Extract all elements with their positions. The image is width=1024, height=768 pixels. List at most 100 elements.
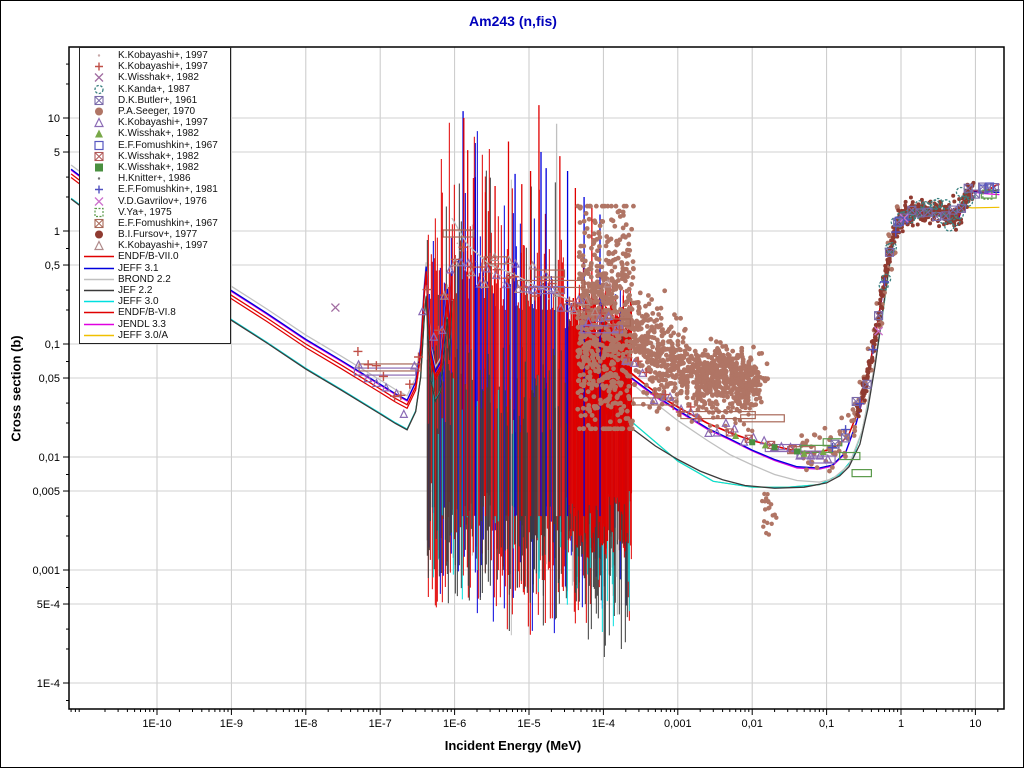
- svg-text:0,01: 0,01: [741, 718, 762, 730]
- markers-kobayashi-plus: [353, 242, 704, 424]
- legend-dsquare-icon: [80, 207, 118, 218]
- legend-line-sample: [80, 274, 118, 285]
- legend-line-sample: [80, 263, 118, 274]
- legend-item-6: K.Kobayashi+, 1997: [80, 117, 230, 128]
- svg-text:0,001: 0,001: [32, 565, 60, 577]
- legend-ftriangle-icon: [80, 128, 118, 139]
- legend-item-16: B.I.Fursov+, 1977: [80, 229, 230, 240]
- legend-item-11: H.Knitter+, 1986: [80, 173, 230, 184]
- legend-cross-icon: [80, 72, 118, 83]
- markers-gavrilov-cross: [874, 213, 909, 336]
- svg-text:5: 5: [54, 147, 60, 159]
- markers-fomushkin67-squares: [894, 182, 995, 226]
- page-title: Am243 (n,fis): [469, 13, 557, 29]
- svg-text:1E-8: 1E-8: [294, 718, 317, 730]
- legend-item-25: JEFF 3.0/A: [80, 330, 230, 341]
- legend-item-label: ENDF/B-VII.0: [118, 251, 179, 263]
- legend-item-label: K.Wisshak+, 1982: [118, 128, 199, 140]
- legend-item-label: JENDL 3.3: [118, 318, 166, 330]
- legend-item-7: K.Wisshak+, 1982: [80, 128, 230, 139]
- axes: 1E-10 1E-9 1E-8 1E-7 1E-6 1E-5 1E-4 0,001 0,01 0,…: [32, 46, 1005, 730]
- svg-text:0,05: 0,05: [39, 373, 60, 385]
- legend-item-19: JEFF 3.1: [80, 263, 230, 274]
- svg-text:0,5: 0,5: [45, 260, 60, 272]
- legend-xsquare-icon: [80, 218, 118, 229]
- legend-item-8: E.F.Fomushkin+, 1967: [80, 140, 230, 151]
- scatter-seeger-band: [631, 288, 691, 432]
- svg-text:1E-7: 1E-7: [369, 718, 392, 730]
- svg-text:1E-4: 1E-4: [592, 718, 615, 730]
- legend-item-20: BROND 2.2: [80, 274, 230, 285]
- legend-item-label: V.Ya+, 1975: [118, 206, 172, 218]
- markers-knitter-dots: [903, 210, 958, 219]
- resonance-forest: [426, 105, 633, 657]
- svg-text:5E-4: 5E-4: [37, 599, 60, 611]
- legend-item-10: K.Wisshak+, 1982: [80, 162, 230, 173]
- markers-kobayashi-brown-triangles: [439, 252, 613, 316]
- legend-line-sample: [80, 251, 118, 262]
- legend-item-0: K.Kobayashi+, 1997: [80, 50, 230, 61]
- legend-item-label: H.Knitter+, 1986: [118, 173, 191, 185]
- legend-plus-icon: [80, 61, 118, 72]
- legend-item-12: E.F.Fomushkin+, 1981: [80, 184, 230, 195]
- legend-item-label: D.K.Butler+, 1961: [118, 94, 198, 106]
- legend-otriangle-icon: [80, 117, 118, 128]
- svg-text:1: 1: [898, 718, 904, 730]
- legend-item-label: K.Wisshak+, 1982: [118, 72, 199, 84]
- svg-text:1E-9: 1E-9: [220, 718, 243, 730]
- legend-item-label: V.D.Gavrilov+, 1976: [118, 195, 207, 207]
- legend-item-label: E.F.Fomushkin+, 1981: [118, 184, 218, 196]
- scatter-seeger-blobs: [685, 336, 771, 422]
- legend-item-label: P.A.Seeger, 1970: [118, 106, 196, 118]
- legend-item-9: K.Wisshak+, 1982: [80, 151, 230, 162]
- legend-fcircle-icon: [80, 229, 118, 240]
- svg-text:1E-5: 1E-5: [517, 718, 540, 730]
- legend-item-18: ENDF/B-VII.0: [80, 251, 230, 262]
- legend-item-label: K.Kobayashi+, 1997: [118, 61, 208, 73]
- legend-item-label: BROND 2.2: [118, 273, 171, 285]
- svg-text:0,001: 0,001: [664, 718, 692, 730]
- legend-dcircle-icon: [80, 84, 118, 95]
- legend-xsquare-icon: [80, 151, 118, 162]
- markers-wisshak-cross: [330, 303, 340, 313]
- legend-item-label: E.F.Fomushkin+, 1967: [118, 139, 218, 151]
- markers-wisshak-green-triangles: [732, 431, 827, 457]
- legend-item-1: K.Kobayashi+, 1997: [80, 61, 230, 72]
- legend-fsquare-icon: [80, 162, 118, 173]
- legend-line-sample: [80, 285, 118, 296]
- svg-text:0,1: 0,1: [819, 718, 834, 730]
- svg-text:1E-10: 1E-10: [142, 718, 171, 730]
- legend-item-label: JEF 2.2: [118, 285, 153, 297]
- scatter-seeger-low-blobs: [759, 491, 779, 537]
- svg-text:10: 10: [48, 113, 60, 125]
- legend-plus-icon: [80, 184, 118, 195]
- legend-line-sample: [80, 296, 118, 307]
- legend-item-label: JEFF 3.0: [118, 296, 159, 308]
- svg-text:0,1: 0,1: [45, 339, 60, 351]
- legend-item-label: K.Wisshak+, 1982: [118, 161, 199, 173]
- legend-item-label: K.Kobayashi+, 1997: [118, 240, 208, 252]
- legend-fcircle-icon: [80, 106, 118, 117]
- legend-tinydot-icon: [80, 173, 118, 184]
- legend-otriangle-icon: [80, 240, 118, 251]
- legend-osquare-icon: [80, 140, 118, 151]
- svg-text:1E-4: 1E-4: [37, 678, 60, 690]
- svg-text:0,005: 0,005: [32, 486, 60, 498]
- legend-item-24: JENDL 3.3: [80, 319, 230, 330]
- x-axis-label: Incident Energy (MeV): [444, 738, 582, 753]
- legend-item-22: JEFF 3.0: [80, 296, 230, 307]
- svg-text:10: 10: [969, 718, 981, 730]
- legend-line-sample: [80, 319, 118, 330]
- legend-item-label: K.Kobayashi+, 1997: [118, 50, 208, 62]
- legend-item-label: B.I.Fursov+, 1977: [118, 229, 198, 241]
- legend-item-14: V.Ya+, 1975: [80, 207, 230, 218]
- legend-item-4: D.K.Butler+, 1961: [80, 95, 230, 106]
- legend-item-label: K.Kobayashi+, 1997: [118, 117, 208, 129]
- legend-item-15: E.F.Fomushkin+, 1967: [80, 218, 230, 229]
- svg-text:1E-6: 1E-6: [443, 718, 466, 730]
- legend-item-13: V.D.Gavrilov+, 1976: [80, 195, 230, 207]
- legend-line-sample: [80, 307, 118, 318]
- legend-item-label: K.Wisshak+, 1982: [118, 150, 199, 162]
